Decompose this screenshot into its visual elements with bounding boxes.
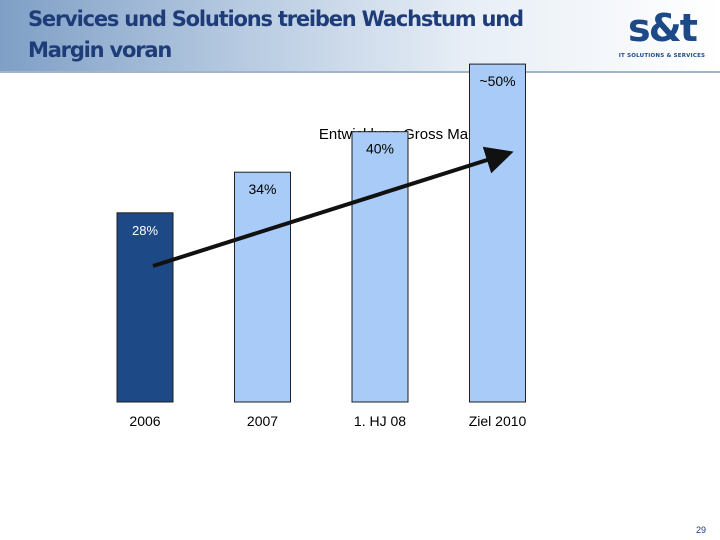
bar-1-hj-08 (351, 131, 409, 403)
logo-mark: s&t (628, 6, 698, 50)
x-tick-label: Ziel 2010 (469, 413, 527, 429)
data-label: 34% (248, 181, 276, 197)
data-label: 40% (366, 141, 394, 157)
header-band (0, 0, 720, 72)
header-divider (0, 71, 720, 73)
x-tick-label: 2006 (129, 413, 160, 429)
slide-title: Services und Solutions treiben Wachstum … (28, 7, 524, 62)
x-tick-label: 1. HJ 08 (354, 413, 406, 429)
bar-ziel-2010 (469, 63, 526, 403)
company-logo: s&t IT SOLUTIONS & SERVICES (614, 8, 710, 64)
data-label: 28% (132, 223, 158, 238)
data-label: ~50% (479, 73, 515, 89)
bar-2006 (116, 212, 174, 403)
page-number: 29 (695, 525, 706, 535)
bar-2007 (234, 171, 291, 403)
trend-arrow (152, 146, 514, 268)
logo-tagline: IT SOLUTIONS & SERVICES (618, 53, 706, 59)
x-tick-label: 2007 (247, 413, 278, 429)
